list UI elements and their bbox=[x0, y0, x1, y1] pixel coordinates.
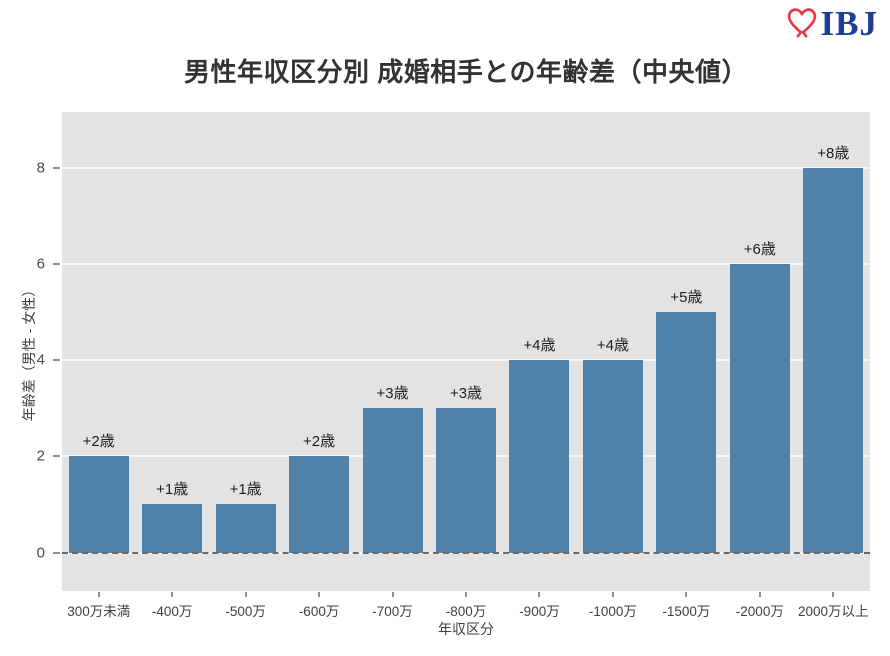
y-tick-label: 2 bbox=[36, 447, 45, 465]
x-tick-mark bbox=[318, 592, 321, 597]
x-tick-label: -800万 bbox=[445, 604, 487, 619]
bar-value-label: +6歳 bbox=[743, 240, 776, 258]
x-tick-label: -600万 bbox=[298, 604, 340, 619]
bar-value-label: +2歳 bbox=[303, 433, 336, 451]
x-tick-mark bbox=[611, 592, 614, 597]
bar bbox=[362, 408, 423, 553]
bar bbox=[582, 360, 643, 553]
bar-value-label: +8歳 bbox=[817, 144, 850, 162]
heart-icon bbox=[787, 8, 816, 38]
x-tick-label: 300万未満 bbox=[67, 604, 131, 619]
y-axis: 0 2 4 6 8 bbox=[0, 112, 62, 591]
x-tick-label: -900万 bbox=[519, 604, 560, 619]
gridline bbox=[62, 262, 870, 265]
bar-value-label: +1歳 bbox=[156, 481, 189, 499]
bar bbox=[68, 456, 129, 553]
x-tick-mark bbox=[538, 592, 541, 597]
y-tick-label: 8 bbox=[36, 159, 45, 177]
y-tick-mark bbox=[53, 166, 60, 169]
zero-baseline bbox=[62, 551, 870, 554]
y-tick-label: 4 bbox=[36, 351, 45, 369]
bar bbox=[142, 504, 203, 553]
bar-value-label: +4歳 bbox=[523, 337, 556, 355]
bar bbox=[509, 360, 570, 553]
x-tick-mark bbox=[758, 592, 761, 597]
plot-area: +2歳 +1歳 +1歳 +2歳 +3歳 +3歳 +4歳 +4歳 +5歳 +6歳 +8歳 bbox=[62, 112, 870, 591]
ibj-logo: IBJ bbox=[784, 5, 878, 41]
gridline bbox=[62, 359, 870, 362]
y-tick-mark bbox=[53, 359, 60, 362]
bar bbox=[803, 167, 864, 553]
x-tick-label: 2000万以上 bbox=[797, 604, 869, 619]
x-tick-mark bbox=[685, 592, 688, 597]
bar bbox=[436, 408, 496, 553]
x-tick-mark bbox=[465, 592, 467, 597]
x-tick-label: -500万 bbox=[225, 604, 266, 619]
x-tick-label: -1000万 bbox=[588, 604, 637, 619]
x-tick-mark bbox=[244, 592, 247, 597]
bar-value-label: +5歳 bbox=[670, 289, 703, 307]
x-tick-mark bbox=[97, 592, 100, 597]
y-tick-mark bbox=[53, 455, 60, 458]
x-tick-label: -1500万 bbox=[662, 604, 711, 619]
ibj-logo-text: IBJ bbox=[820, 3, 878, 43]
x-tick-label: -700万 bbox=[372, 604, 413, 619]
x-axis: 300万未満 -400万 -500万 -600万 -700万 -800万 -900万 -100… bbox=[62, 591, 870, 621]
x-tick-mark bbox=[171, 592, 174, 597]
bar-value-label: +4歳 bbox=[596, 337, 629, 355]
y-tick-label: 6 bbox=[36, 255, 45, 273]
x-tick-label: -2000万 bbox=[735, 604, 784, 619]
y-tick-mark bbox=[53, 551, 60, 554]
y-tick-label: 0 bbox=[36, 544, 45, 562]
bar bbox=[215, 504, 276, 553]
bar bbox=[656, 312, 717, 553]
y-tick-mark bbox=[53, 262, 60, 265]
chart-title: 男性年収区分別 成婚相手との年齢差（中央値） bbox=[184, 57, 748, 87]
x-tick-label: -400万 bbox=[151, 604, 193, 619]
x-tick-mark bbox=[832, 592, 835, 597]
gridline bbox=[62, 166, 870, 169]
x-axis-title: 年収区分 bbox=[438, 621, 494, 637]
bar bbox=[729, 263, 790, 553]
bar-value-label: +3歳 bbox=[449, 385, 483, 403]
bar bbox=[289, 456, 350, 553]
bar-value-label: +3歳 bbox=[376, 385, 409, 403]
bar-value-label: +2歳 bbox=[82, 433, 115, 451]
x-tick-mark bbox=[391, 592, 394, 597]
bar-value-label: +1歳 bbox=[229, 481, 262, 499]
